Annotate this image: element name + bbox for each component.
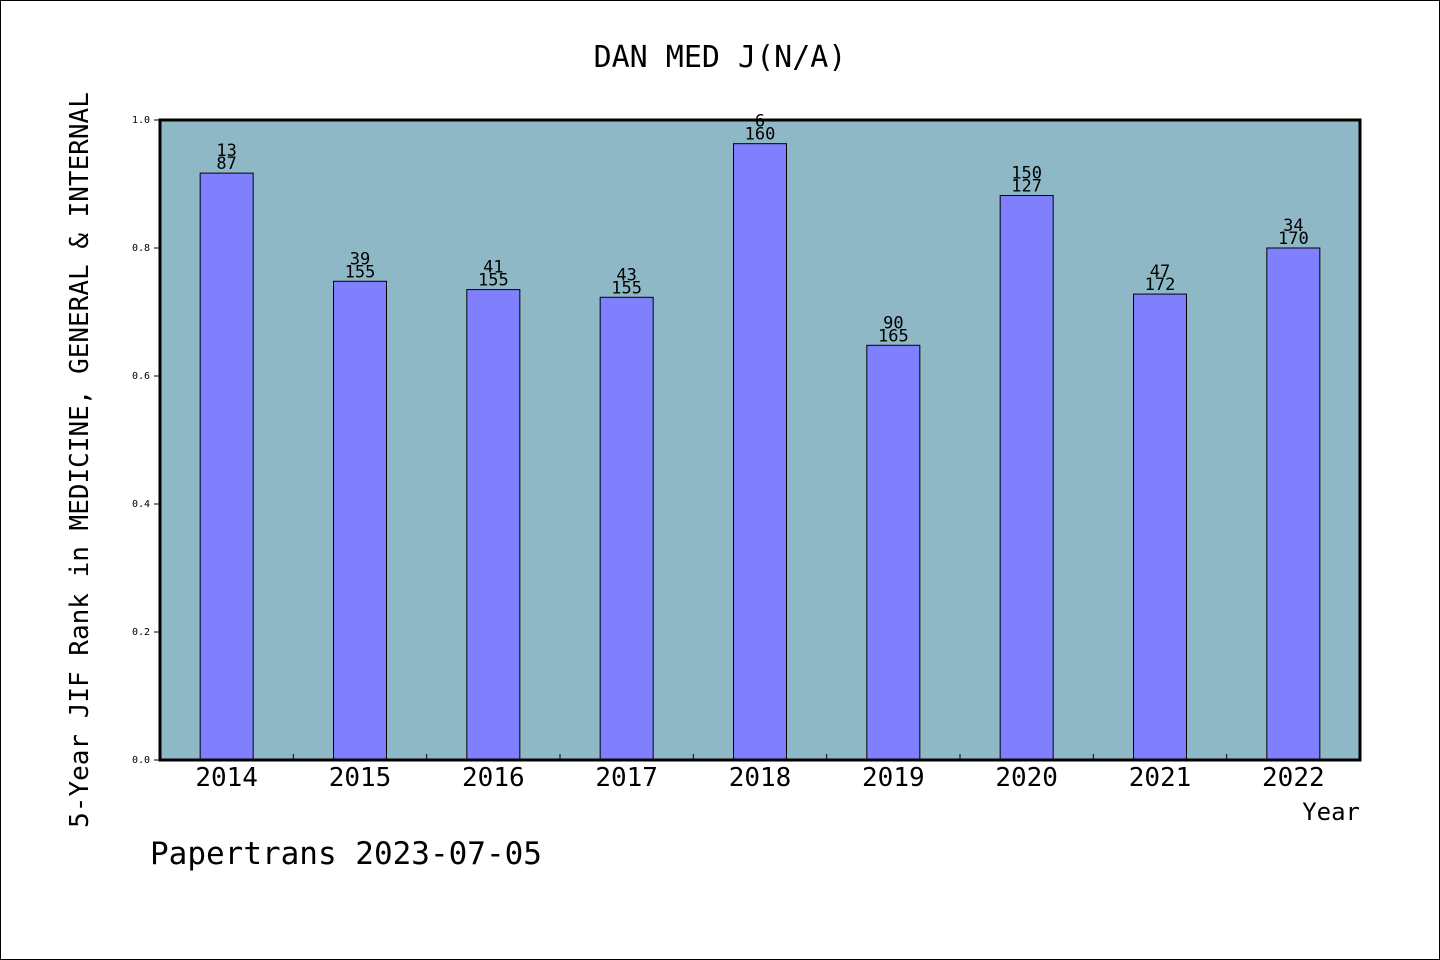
bar-2020 (999, 195, 1054, 761)
bar-label-total-2016: 155 (478, 271, 509, 291)
bar-2015 (333, 280, 387, 761)
x-tick-label-2018: 2018 (729, 763, 792, 793)
x-axis-label: Year (1302, 798, 1360, 826)
bar-label-rank-2019: 90 (883, 313, 903, 333)
bar-2019 (866, 344, 921, 761)
bar-label-total-2019: 165 (878, 326, 909, 346)
bar-label-rank-2022: 34 (1283, 216, 1303, 236)
y-axis-ticks: 0.0 0.2 0.4 0.6 0.8 1.0 (132, 115, 160, 766)
bar-label-total-2017: 155 (611, 278, 642, 298)
x-tick-label-2015: 2015 (329, 763, 392, 793)
x-tick-label-2019: 2019 (862, 763, 925, 793)
x-axis-ticks: 2014 2015 2016 2017 2018 2019 2020 2021 2022 (195, 754, 1325, 793)
y-tick-label-0.4: 0.4 (132, 499, 150, 510)
y-tick-label-0.6: 0.6 (132, 371, 150, 382)
bar-label-rank-2021: 47 (1150, 262, 1170, 282)
bar-label-rank-2015: 39 (350, 249, 370, 269)
chart-title: DAN MED J(N/A) (594, 40, 847, 75)
x-tick-label-2017: 2017 (595, 763, 658, 793)
y-tick-label-1.0: 1.0 (132, 115, 150, 126)
bar-label-total-2015: 155 (345, 262, 376, 282)
x-tick-label-2022: 2022 (1262, 763, 1325, 793)
bar-label-total-2021: 172 (1145, 275, 1176, 295)
bar-label-rank-2016: 41 (483, 258, 503, 278)
x-tick-label-2016: 2016 (462, 763, 525, 793)
bar-label-rank-2017: 43 (616, 265, 636, 285)
bars-group (199, 143, 1321, 761)
y-tick-label-0.0: 0.0 (132, 755, 150, 766)
x-tick-label-2014: 2014 (195, 763, 258, 793)
bar-2017 (599, 296, 654, 761)
x-tick-label-2020: 2020 (995, 763, 1058, 793)
plot-border (158, 118, 1362, 762)
bar-2021 (1133, 293, 1187, 761)
bar-label-total-2022: 170 (1278, 229, 1309, 249)
y-tick-label-0.8: 0.8 (132, 243, 150, 254)
bar-2016 (466, 289, 521, 761)
bar-2022 (1266, 247, 1321, 761)
bar-2014 (199, 172, 254, 761)
y-axis-label: 5-Year JIF Rank in MEDICINE, GENERAL & I… (65, 92, 95, 828)
bar-2018 (733, 143, 787, 761)
bar-label-total-2018: 160 (745, 125, 776, 145)
bar-label-rank-2020: 150 (1011, 164, 1042, 184)
bar-label-total-2014: 87 (216, 154, 236, 174)
watermark-text: Papertrans 2023-07-05 (150, 836, 542, 872)
bar-label-rank-2018: 6 (755, 112, 765, 132)
bar-label-total-2020: 127 (1011, 177, 1042, 197)
bar-label-rank-2014: 13 (216, 141, 236, 161)
y-tick-label-0.2: 0.2 (132, 627, 150, 638)
x-tick-label-2021: 2021 (1129, 763, 1192, 793)
